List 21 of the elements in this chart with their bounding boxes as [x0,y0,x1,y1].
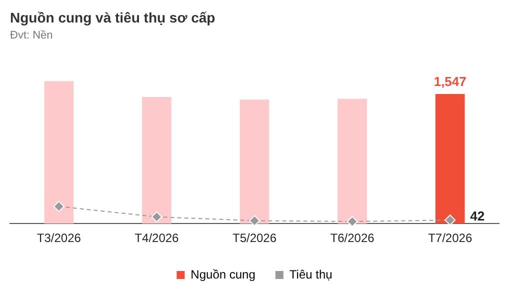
chart-title: Nguồn cung và tiêu thụ sơ cấp [10,9,216,26]
x-tick-label: T3/2026 [36,231,82,246]
point [53,200,64,212]
x-tick-label: T6/2026 [330,231,375,246]
point [249,215,260,226]
chart-subtitle: Đvt: Nền [10,29,53,42]
x-tick-label: T5/2026 [232,231,277,246]
point [346,216,358,228]
legend-label: Tiêu thụ [289,267,332,282]
point [444,214,456,226]
point [151,211,162,222]
bar [435,94,465,224]
legend-label: Nguồn cung [190,267,256,282]
bar [338,98,367,224]
data-label: 1,547 [434,74,466,90]
bar [44,81,74,224]
x-tick-label: T7/2026 [428,231,472,246]
bar [142,97,172,224]
bar [240,100,270,224]
data-label: 42 [470,208,485,224]
x-tick-label: T4/2026 [134,231,180,246]
